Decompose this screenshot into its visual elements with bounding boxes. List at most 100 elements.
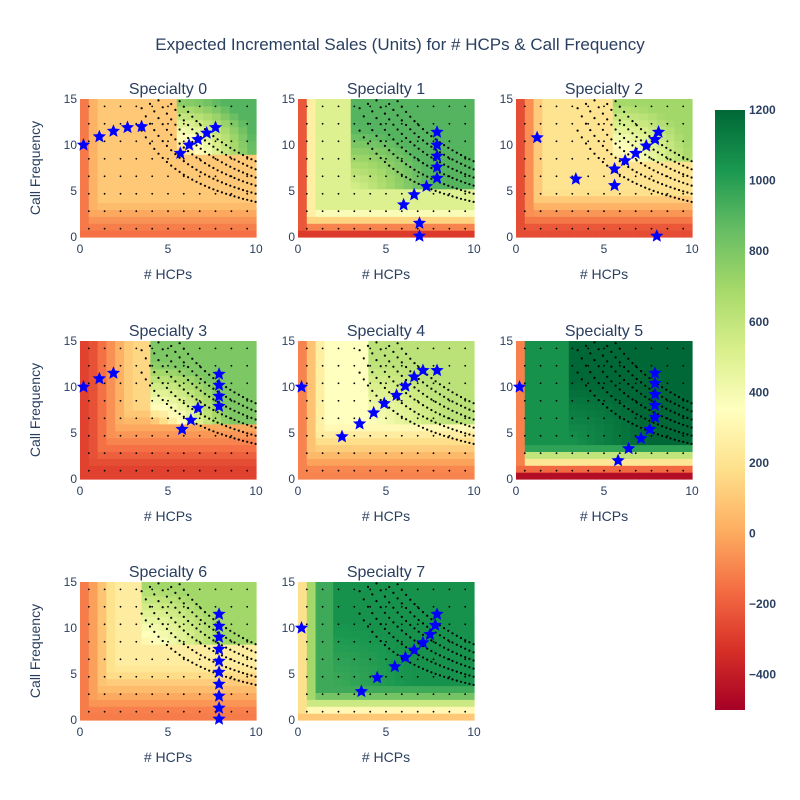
iso-dot [584,344,588,347]
heatmap-cell [465,341,475,349]
grid-dot [523,382,526,385]
heatmap-cell [194,651,204,659]
heatmap-cell [430,630,440,638]
heatmap-cell [238,99,248,107]
heatmap-cell [465,382,475,390]
heatmap-cell [212,195,222,204]
grid-dot [555,417,558,420]
heatmap-cell [159,126,169,135]
heatmap-cell [238,692,248,700]
iso-dot [203,645,207,648]
heatmap-cell [88,637,99,645]
heatmap-cell [560,382,570,390]
grid-dot [103,122,106,125]
heatmap-cell [595,389,605,397]
heatmap-cell [386,678,396,687]
iso-dot [468,191,471,194]
heatmap-cell [447,437,457,446]
heatmap-cell [159,713,169,721]
grid-dot [87,105,90,108]
heatmap-cell [247,195,257,204]
heatmap-cell [150,216,160,224]
grid-dot [539,105,542,108]
heatmap-cell [465,423,475,432]
grid-dot [305,210,308,213]
grid-dot [198,693,201,696]
heatmap-cell [377,451,387,459]
heatmap-cell [560,375,570,383]
heatmap-cell [141,168,151,176]
iso-dot [405,163,408,166]
heatmap-cell [674,216,684,224]
heatmap-cell [194,216,204,224]
iso-dot [614,384,617,387]
iso-dot [648,408,651,412]
heatmap-cell [648,410,658,418]
iso-dot [216,641,219,645]
iso-dot [225,153,228,156]
star-marker [629,146,643,159]
iso-dot [170,360,173,363]
heatmap-cell [141,410,151,418]
heatmap-cell [465,112,475,121]
grid-dot [385,452,387,455]
grid-dot [650,157,653,160]
heatmap-cell [212,437,222,446]
iso-dot [614,142,617,145]
iso-dot [639,139,643,142]
iso-dot [371,129,374,132]
grid-dot [416,469,419,472]
grid-dot [87,140,90,143]
iso-dot [464,198,467,201]
heatmap-cell [604,174,614,183]
grid-dot [571,399,574,402]
grid-dot [464,140,467,143]
iso-dot [174,138,177,141]
iso-dot [614,342,617,345]
heatmap-cell [368,637,378,645]
iso-dot [199,630,202,633]
heatmap-cell [168,616,178,624]
y-tick-label: 15 [500,334,514,348]
heatmap-cell [150,174,160,183]
heatmap-cell [97,657,107,666]
iso-dot [220,433,223,436]
iso-dot [388,149,391,152]
heatmap-cell [306,119,317,128]
heatmap-cell [306,623,317,631]
heatmap-cell [220,147,231,155]
grid-dot [353,210,356,213]
grid-dot [555,175,558,178]
grid-dot [167,347,169,350]
heatmap-cell [438,444,449,452]
heatmap-cell [394,685,405,693]
iso-dot [413,410,416,413]
iso-dot [254,410,257,413]
iso-dot [673,411,676,414]
iso-dot [178,170,181,173]
heatmap-cell [648,181,658,190]
grid-dot [587,192,590,195]
iso-dot [677,162,681,165]
iso-dot [161,639,164,643]
heatmap-cell [630,451,640,459]
heatmap-cell [447,133,457,141]
star-marker [377,396,391,410]
iso-dot [434,390,437,393]
heatmap-cell [97,368,107,377]
grid-dot [119,469,122,472]
heatmap-cell [132,609,143,618]
heatmap-cell [194,692,204,700]
iso-dot [686,166,689,169]
heatmap-cell [194,472,204,480]
star-marker [182,138,196,151]
heatmap-cell [421,664,431,673]
heatmap-cell [315,347,325,356]
heatmap-cell [412,181,422,190]
grid-dot [682,157,685,160]
heatmap-cell [447,609,457,618]
iso-dot [212,377,215,380]
heatmap-cell [403,347,413,356]
heatmap-cell [333,140,343,148]
iso-dot [254,434,257,437]
